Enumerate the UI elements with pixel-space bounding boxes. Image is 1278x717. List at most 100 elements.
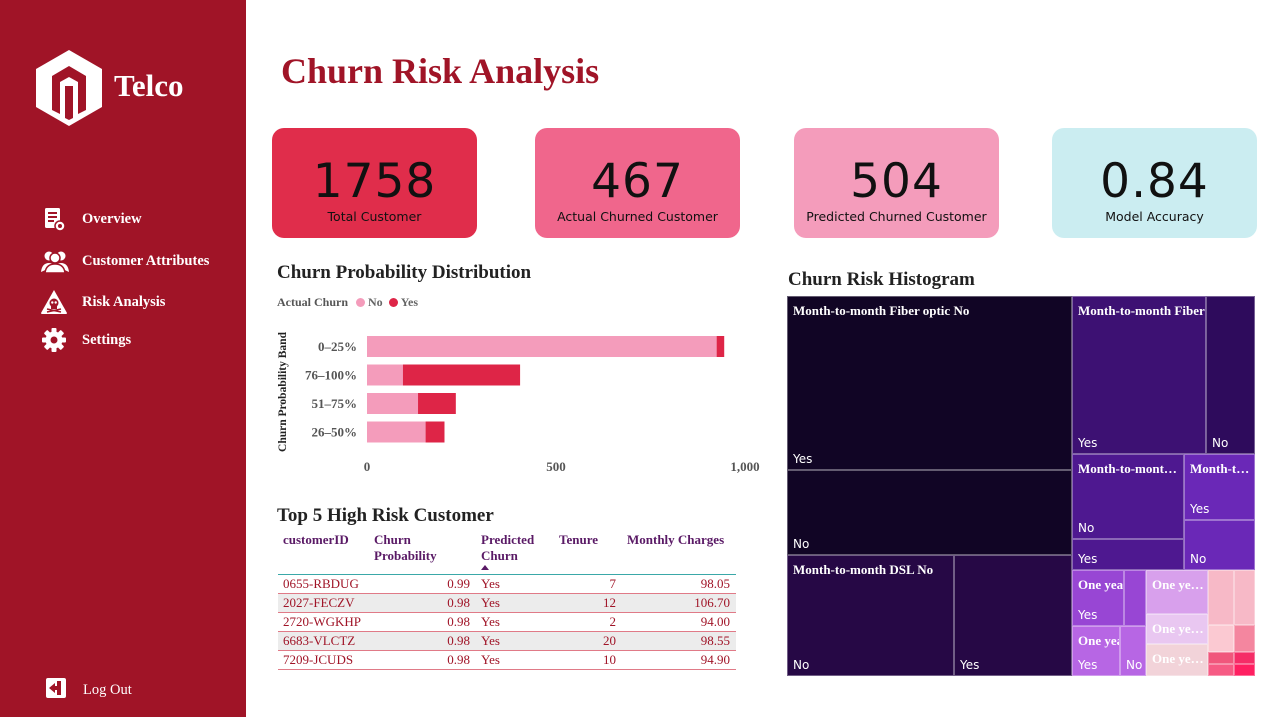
- kpi-card-predicted-churned: 504 Predicted Churned Customer: [794, 128, 999, 238]
- chart-legend: Actual Churn No Yes: [277, 295, 418, 310]
- sidebar-item-overview[interactable]: Overview: [40, 205, 142, 233]
- cell-predicted-churn: Yes: [476, 574, 554, 594]
- high-risk-table: customerID Churn Probability Predicted C…: [278, 530, 736, 670]
- cell-tenure: 2: [554, 612, 622, 632]
- treemap-cell[interactable]: [1234, 625, 1255, 652]
- warning-skull-icon: [40, 288, 70, 316]
- treemap-cell-sublabel: No: [1190, 552, 1207, 566]
- treemap-cell[interactable]: One yea… Yes: [1072, 626, 1120, 676]
- brand-logo[interactable]: Telco: [34, 48, 194, 128]
- logout-icon: [44, 676, 68, 705]
- bar-no-1[interactable]: [367, 364, 403, 386]
- sidebar-item-label: Settings: [82, 331, 132, 348]
- cell-churn-probability: 0.98: [369, 612, 476, 632]
- sidebar-item-risk-analysis[interactable]: Risk Analysis: [40, 288, 165, 316]
- cell-churn-probability: 0.98: [369, 631, 476, 651]
- treemap-cell[interactable]: [1208, 664, 1234, 676]
- table-row[interactable]: 0655-RBDUG 0.99 Yes 7 98.05: [278, 574, 736, 594]
- treemap-cell-sublabel: Yes: [1078, 552, 1098, 566]
- cell-monthly-charges: 98.55: [622, 631, 736, 651]
- bar-no-2[interactable]: [367, 393, 419, 414]
- treemap-cell[interactable]: [1208, 570, 1234, 625]
- sidebar-item-customer-attributes[interactable]: Customer Attributes: [40, 247, 209, 275]
- treemap-cell[interactable]: One ye…: [1146, 644, 1208, 676]
- bar-yes-2[interactable]: [418, 393, 456, 414]
- treemap-cell[interactable]: No: [1184, 520, 1255, 570]
- treemap-cell[interactable]: [1208, 652, 1234, 664]
- logout-button[interactable]: Log Out: [44, 676, 132, 705]
- treemap-cell[interactable]: Month-to-month Fiber optic No Yes: [787, 296, 1072, 470]
- treemap-cell[interactable]: Month-t… Yes: [1184, 454, 1255, 520]
- bar-no-3[interactable]: [367, 421, 426, 443]
- treemap-cell[interactable]: [1234, 570, 1255, 625]
- kpi-value: 504: [850, 154, 943, 209]
- sidebar: Telco Overview Custome: [0, 0, 246, 717]
- legend-item-no[interactable]: No: [348, 295, 383, 310]
- table-row[interactable]: 2720-WGKHP 0.98 Yes 2 94.00: [278, 612, 736, 632]
- col-predicted-churn[interactable]: Predicted Churn: [476, 530, 554, 575]
- col-tenure[interactable]: Tenure: [559, 532, 599, 547]
- legend-item-yes[interactable]: Yes: [383, 295, 418, 310]
- treemap-cell-sublabel: No: [793, 537, 810, 551]
- sidebar-item-label: Customer Attributes: [82, 252, 210, 269]
- treemap-cell[interactable]: One yea… Yes: [1072, 570, 1124, 626]
- cell-monthly-charges: 94.00: [622, 612, 736, 632]
- cell-predicted-churn: Yes: [476, 593, 554, 613]
- treemap-cell[interactable]: No: [787, 470, 1072, 555]
- treemap-cell[interactable]: [1124, 570, 1146, 626]
- y-tick-label: 0–25%: [318, 339, 357, 354]
- cell-churn-probability: 0.98: [369, 650, 476, 670]
- cell-tenure: 12: [554, 593, 622, 613]
- bar-yes-3[interactable]: [425, 421, 445, 443]
- telco-logo-icon: [36, 50, 102, 126]
- col-monthly-charges[interactable]: Monthly Charges: [627, 532, 725, 547]
- treemap-cell[interactable]: No: [1120, 626, 1146, 676]
- treemap-cell[interactable]: Month-to-mont… No: [1072, 454, 1184, 539]
- cell-churn-probability: 0.98: [369, 593, 476, 613]
- logout-label: Log Out: [83, 682, 132, 698]
- treemap-cell-label: Month-to-month Fiber optic No: [793, 303, 970, 318]
- y-tick-label: 76–100%: [305, 368, 357, 383]
- kpi-label: Predicted Churned Customer: [806, 209, 987, 224]
- table-row[interactable]: 7209-JCUDS 0.98 Yes 10 94.90: [278, 650, 736, 670]
- treemap-cell[interactable]: Month-to-month Fiber opti… Yes: [1072, 296, 1206, 454]
- treemap-cell[interactable]: One ye…: [1146, 570, 1208, 614]
- bar-yes-0[interactable]: [716, 336, 725, 357]
- table-header-row: customerID Churn Probability Predicted C…: [278, 530, 736, 575]
- treemap-cell[interactable]: [1234, 652, 1255, 664]
- treemap-cell-sublabel: Yes: [960, 658, 980, 672]
- table-row[interactable]: 6683-VLCTZ 0.98 Yes 20 98.55: [278, 631, 736, 651]
- col-customer-id[interactable]: customerID: [283, 532, 349, 547]
- bar-yes-1[interactable]: [402, 364, 521, 386]
- page-title: Churn Risk Analysis: [281, 51, 600, 91]
- cell-customer-id: 2720-WGKHP: [278, 612, 369, 632]
- bar-chart-title: Churn Probability Distribution: [277, 262, 532, 283]
- cell-customer-id: 6683-VLCTZ: [278, 631, 369, 651]
- treemap-cell[interactable]: Month-to-month DSL No No: [787, 555, 954, 676]
- sidebar-item-label: Risk Analysis: [82, 293, 166, 310]
- treemap-cell-label: One yea…: [1078, 633, 1119, 648]
- kpi-value: 0.84: [1100, 154, 1209, 209]
- cell-predicted-churn: Yes: [476, 631, 554, 651]
- kpi-label: Actual Churned Customer: [557, 209, 718, 224]
- table-row[interactable]: 2027-FECZV 0.98 Yes 12 106.70: [278, 593, 736, 613]
- treemap-cell[interactable]: [1208, 625, 1234, 652]
- treemap-cell-label: One ye…: [1152, 621, 1204, 636]
- treemap-cell[interactable]: Yes: [954, 555, 1072, 676]
- treemap-cell[interactable]: One ye…: [1146, 614, 1208, 644]
- treemap-title: Churn Risk Histogram: [788, 269, 975, 290]
- treemap-cell[interactable]: Yes: [1072, 539, 1184, 570]
- churn-risk-treemap: Month-to-month Fiber optic No Yes No Month-…: [787, 296, 1255, 676]
- treemap-cell[interactable]: [1234, 664, 1255, 676]
- sidebar-item-settings[interactable]: Settings: [40, 326, 131, 354]
- legend-dot-icon: [356, 298, 366, 307]
- treemap-cell-sublabel: Yes: [1078, 608, 1098, 622]
- treemap-cell-label: One ye…: [1152, 651, 1204, 666]
- treemap-cell-label: Month-to-month Fiber opti…: [1078, 303, 1205, 318]
- kpi-label: Total Customer: [327, 209, 422, 224]
- cell-predicted-churn: Yes: [476, 612, 554, 632]
- cell-monthly-charges: 106.70: [622, 593, 736, 613]
- bar-no-0[interactable]: [367, 336, 717, 357]
- col-churn-probability[interactable]: Churn Probability: [374, 532, 437, 563]
- treemap-cell[interactable]: No: [1206, 296, 1255, 454]
